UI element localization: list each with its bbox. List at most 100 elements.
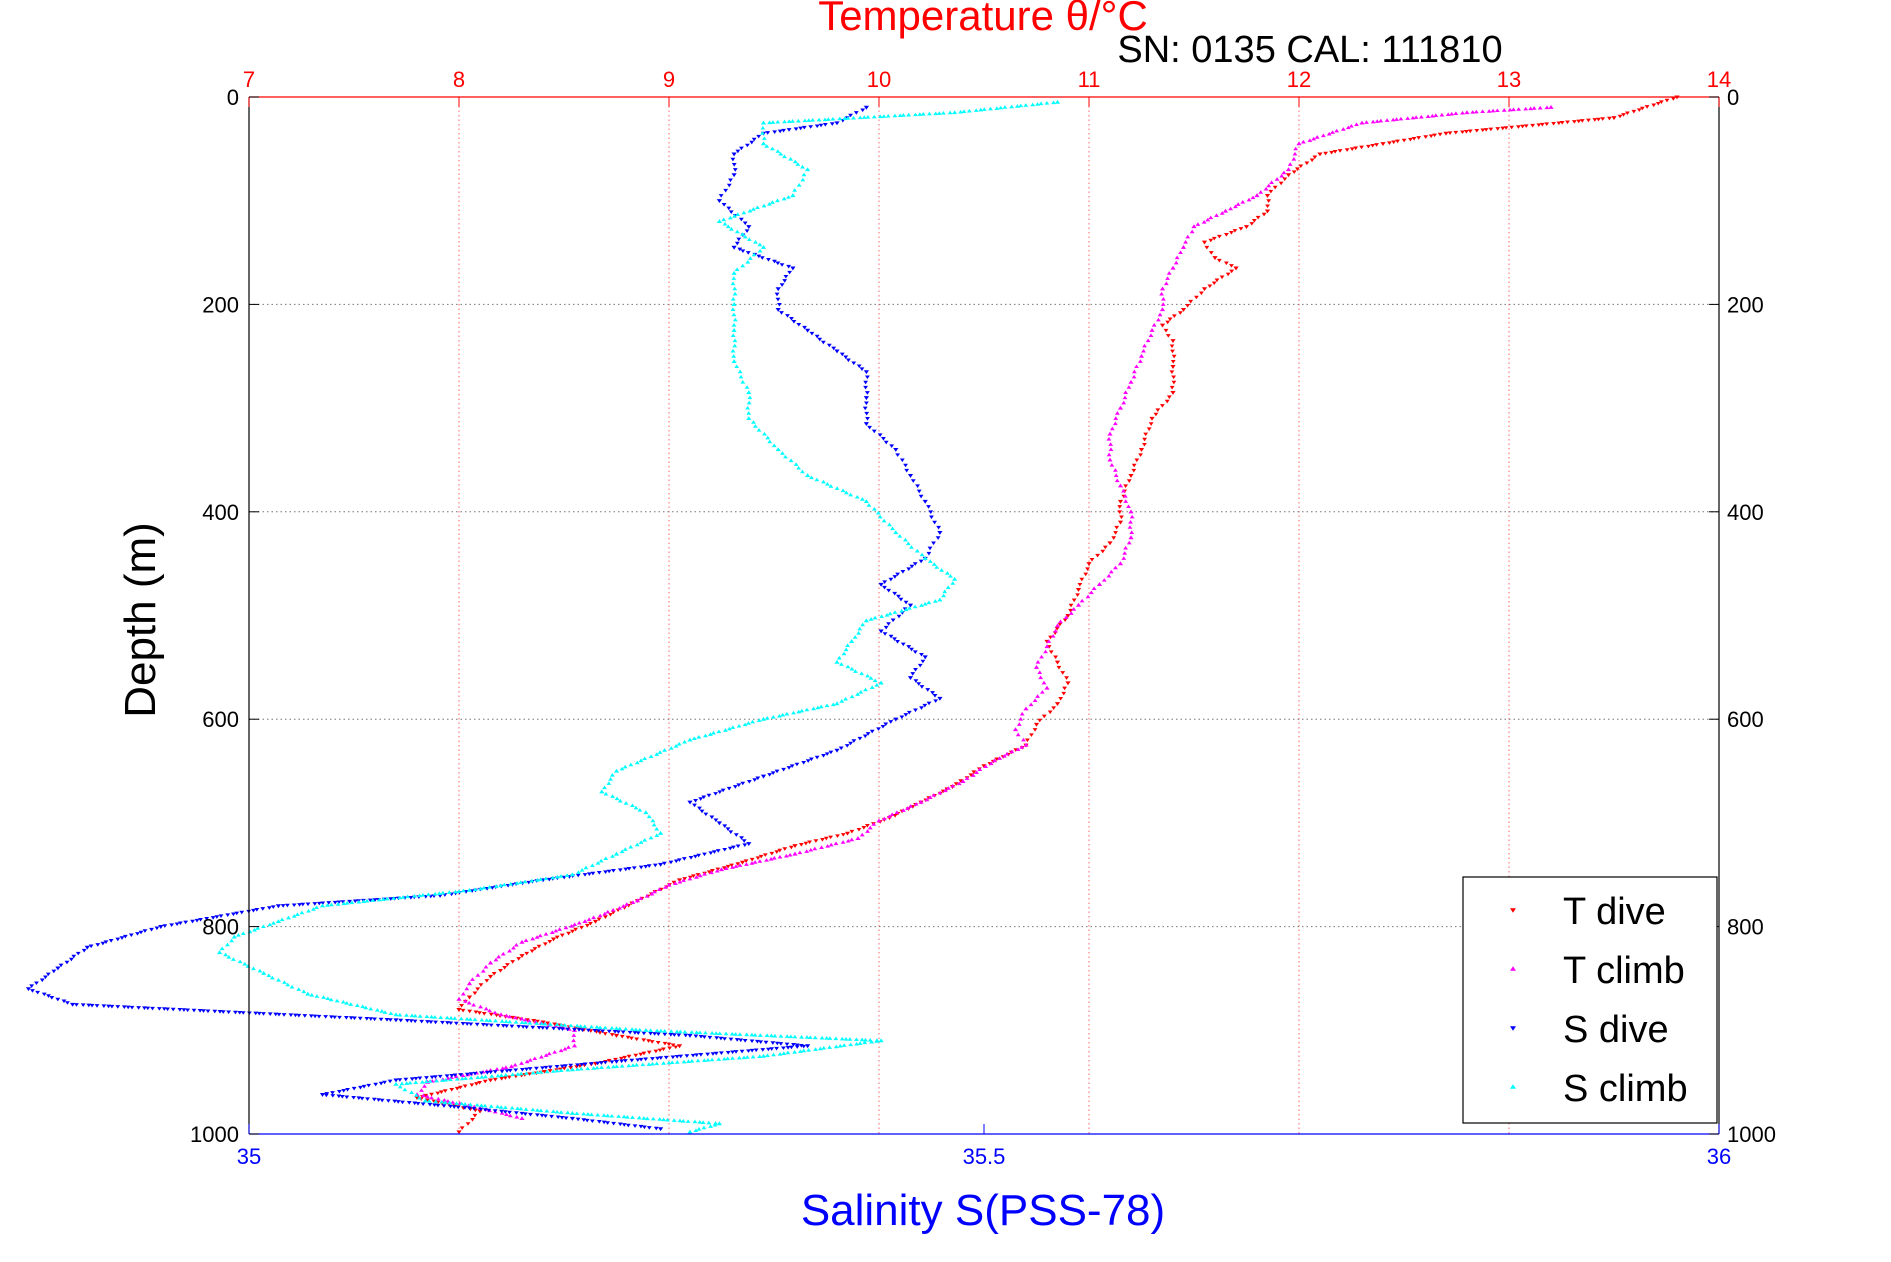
data-point [316, 901, 322, 906]
data-point [181, 1008, 187, 1012]
data-point [552, 1022, 557, 1027]
data-point [994, 757, 1000, 762]
data-point [713, 1121, 718, 1125]
data-point [917, 112, 923, 116]
data-point [336, 1090, 342, 1094]
data-point [609, 1025, 615, 1030]
data-point [872, 615, 878, 620]
data-point [464, 986, 470, 991]
legend-label: S dive [1563, 1009, 1669, 1051]
data-point [600, 1029, 606, 1034]
data-point [466, 1000, 472, 1005]
data-point [805, 759, 811, 763]
data-point [580, 1028, 585, 1033]
data-point [1670, 97, 1676, 101]
data-point [915, 484, 920, 489]
data-point [819, 1035, 825, 1040]
data-point [1453, 111, 1459, 115]
data-point [1600, 117, 1606, 121]
data-point [191, 1008, 197, 1013]
data-point [1117, 510, 1123, 514]
data-point [626, 1054, 632, 1059]
data-point [764, 1033, 770, 1038]
data-point [630, 1063, 636, 1067]
data-point [1160, 302, 1166, 306]
data-point [622, 764, 628, 769]
data-point [771, 855, 777, 860]
data-point [1062, 686, 1067, 691]
data-point [519, 1016, 525, 1021]
data-point [1131, 374, 1137, 379]
data-point [788, 157, 794, 161]
data-point [764, 716, 770, 720]
data-point [512, 1062, 518, 1067]
data-point [251, 966, 256, 971]
data-point [1639, 106, 1645, 111]
data-point [755, 205, 760, 210]
data-point [1445, 112, 1451, 116]
data-point [530, 1107, 536, 1112]
data-point [1391, 140, 1397, 145]
data-point [687, 737, 693, 742]
data-point [670, 1043, 676, 1048]
data-point [760, 120, 767, 125]
data-point [677, 879, 683, 884]
data-point [582, 1024, 588, 1029]
data-point [721, 217, 727, 222]
data-point [775, 261, 781, 266]
data-point [513, 1015, 518, 1020]
data-point [899, 715, 905, 720]
data-point [234, 911, 240, 916]
data-point [469, 1083, 475, 1087]
data-point [784, 711, 790, 716]
data-point [1123, 545, 1129, 550]
data-point [720, 788, 726, 793]
data-point [733, 1050, 739, 1054]
data-point [598, 1061, 604, 1065]
data-point [801, 1048, 807, 1053]
data-point [585, 1028, 591, 1033]
data-point [691, 874, 696, 879]
data-point [1149, 327, 1155, 332]
data-point [422, 1084, 427, 1088]
data-point [701, 795, 707, 800]
data-point [576, 870, 581, 874]
data-point [739, 860, 746, 865]
data-point [500, 1024, 506, 1028]
data-point [483, 1074, 488, 1079]
data-point [869, 685, 875, 689]
data-point [429, 1014, 434, 1019]
data-point [884, 612, 890, 617]
data-point [321, 995, 326, 999]
data-point [1117, 505, 1123, 509]
data-point [393, 1018, 399, 1023]
data-point [751, 137, 757, 142]
data-point [635, 1058, 641, 1062]
data-point [240, 931, 246, 935]
data-point [878, 582, 884, 587]
data-point [1171, 354, 1177, 359]
data-point [1044, 101, 1050, 105]
data-point [242, 961, 248, 966]
data-point [671, 1118, 677, 1122]
data-point [630, 900, 636, 905]
data-point [503, 1019, 509, 1024]
data-point [883, 625, 889, 630]
data-point [624, 1115, 630, 1119]
data-point [988, 761, 994, 766]
data-point [696, 853, 702, 858]
data-point [460, 1008, 466, 1013]
data-point [1128, 520, 1133, 524]
data-point [509, 1105, 515, 1110]
data-point [438, 1090, 444, 1094]
data-point [736, 1055, 742, 1060]
data-point [760, 774, 767, 779]
data-point [931, 541, 936, 546]
data-point [822, 117, 828, 122]
data-point [1051, 100, 1056, 105]
data-point [565, 1067, 571, 1072]
data-point [771, 1052, 776, 1057]
data-point [611, 1064, 616, 1069]
data-point [776, 302, 782, 307]
data-point [371, 1097, 377, 1102]
